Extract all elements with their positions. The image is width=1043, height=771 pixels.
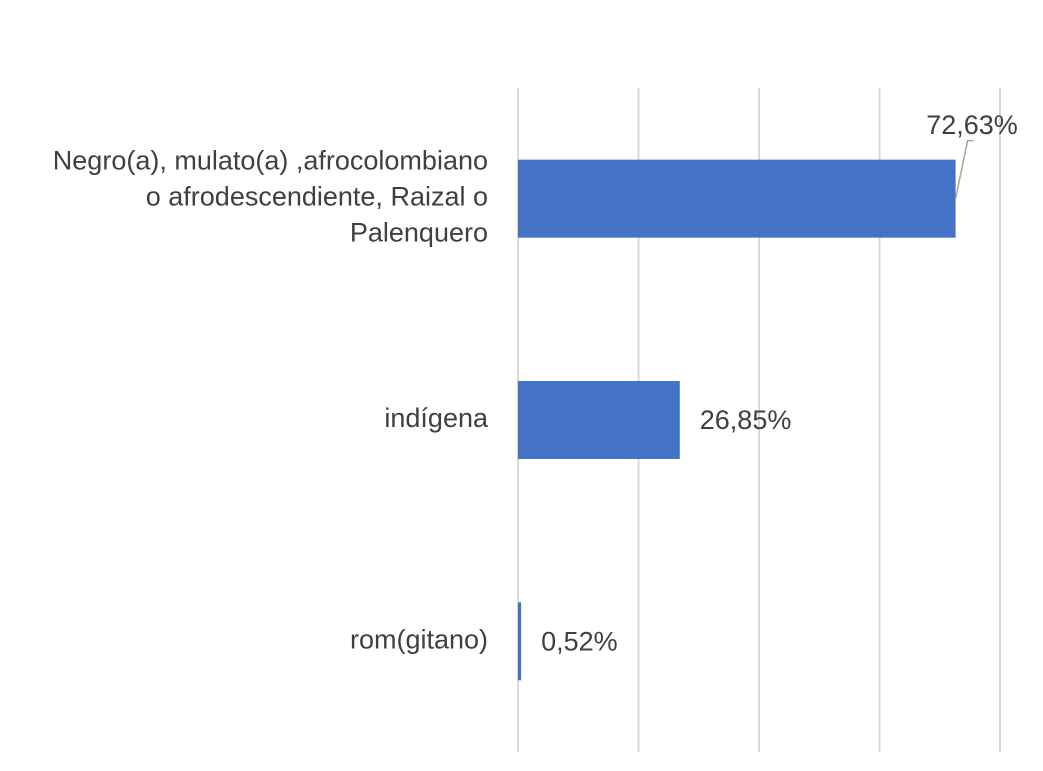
- value-label: 26,85%: [700, 405, 792, 435]
- bars: [518, 159, 956, 681]
- category-label: Negro(a), mulato(a) ,afrocolombiano o afr…: [53, 146, 488, 248]
- leader-line: [954, 139, 974, 199]
- bar: [518, 381, 680, 459]
- category-labels: Negro(a), mulato(a) ,afrocolombiano o afr…: [53, 146, 489, 655]
- bar: [518, 159, 956, 238]
- value-label: 0,52%: [541, 626, 618, 656]
- category-label: rom(gitano): [350, 624, 488, 654]
- category-label: indígena: [384, 403, 489, 433]
- value-label: 72,63%: [926, 110, 1018, 140]
- value-labels: 72,63% 26,85% 0,52%: [541, 110, 1018, 657]
- bar: [518, 602, 522, 681]
